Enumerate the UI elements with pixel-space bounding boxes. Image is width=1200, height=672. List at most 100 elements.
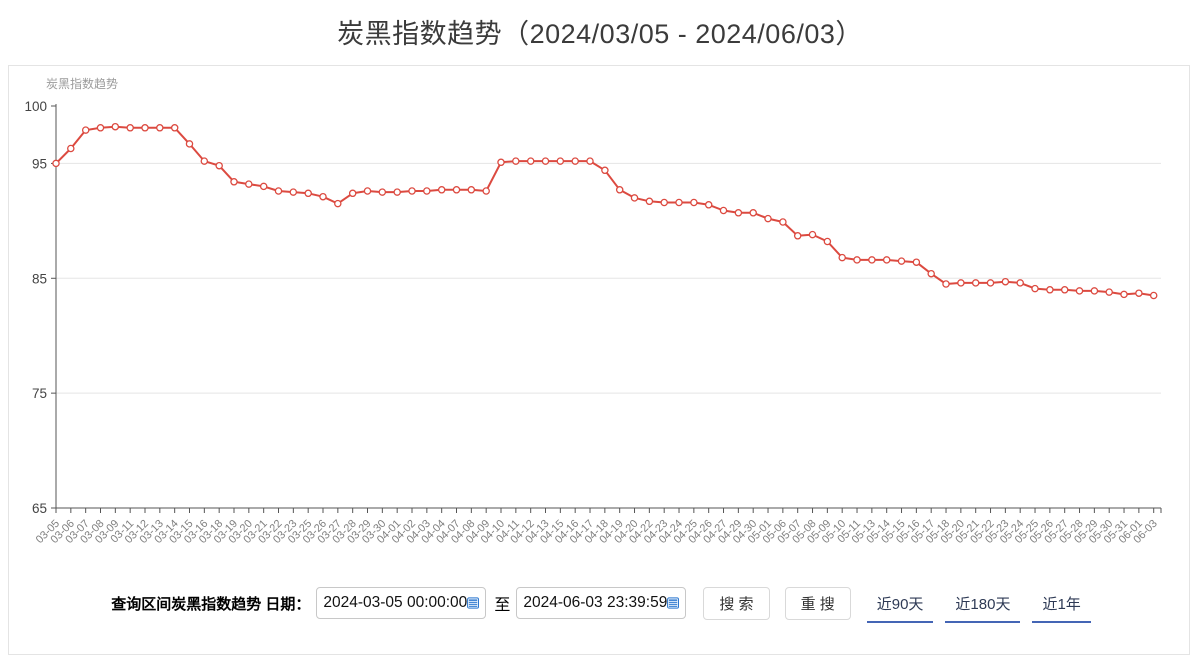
data-point[interactable] — [853, 256, 861, 264]
data-point[interactable] — [838, 253, 846, 262]
query-form: 查询区间炭黑指数趋势 日期： 2024-03-05 00:00:00 至 202… — [9, 583, 1189, 623]
range-link-90d[interactable]: 近90天 — [866, 593, 934, 623]
data-point[interactable] — [764, 214, 772, 223]
end-date-input[interactable]: 2024-06-03 23:39:59 — [516, 587, 687, 619]
data-point[interactable] — [363, 187, 372, 195]
data-point[interactable] — [526, 157, 535, 165]
data-point[interactable] — [1105, 288, 1113, 296]
data-point[interactable] — [704, 201, 713, 209]
trend-chart: 炭黑指数趋势6575859510003-0503-0603-0703-0803-… — [24, 76, 1162, 546]
data-point[interactable] — [52, 159, 60, 168]
data-point[interactable] — [111, 122, 120, 131]
data-point[interactable] — [601, 166, 609, 175]
data-point[interactable] — [378, 188, 387, 196]
data-point[interactable] — [675, 198, 683, 207]
svg-text:65: 65 — [32, 501, 47, 516]
data-point[interactable] — [1001, 277, 1010, 286]
data-point[interactable] — [942, 280, 950, 288]
data-point[interactable] — [690, 198, 698, 207]
data-point[interactable] — [96, 124, 105, 132]
data-point[interactable] — [1075, 287, 1084, 295]
data-point[interactable] — [912, 258, 921, 266]
data-point[interactable] — [467, 186, 476, 194]
data-point[interactable] — [67, 144, 75, 153]
data-point[interactable] — [512, 157, 520, 165]
data-point[interactable] — [1120, 290, 1128, 299]
data-point[interactable] — [497, 158, 505, 167]
data-point[interactable] — [81, 126, 90, 134]
data-point[interactable] — [304, 189, 312, 198]
end-date-value: 2024-06-03 23:39:59 — [523, 594, 668, 611]
start-date-input[interactable]: 2024-03-05 00:00:00 — [316, 587, 487, 619]
data-point[interactable] — [393, 188, 401, 196]
svg-text:85: 85 — [32, 271, 47, 286]
data-point[interactable] — [957, 279, 965, 287]
data-point[interactable] — [749, 209, 757, 217]
data-point[interactable] — [452, 186, 461, 194]
data-point[interactable] — [274, 187, 283, 195]
data-point[interactable] — [734, 209, 743, 217]
data-point[interactable] — [170, 124, 179, 132]
start-date-value: 2024-03-05 00:00:00 — [323, 594, 468, 611]
data-point[interactable] — [482, 187, 490, 195]
data-point[interactable] — [245, 180, 253, 188]
svg-text:100: 100 — [24, 99, 47, 114]
data-point[interactable] — [971, 279, 980, 287]
data-point[interactable] — [556, 157, 565, 165]
data-point[interactable] — [185, 140, 194, 148]
data-point[interactable] — [660, 198, 668, 207]
data-point[interactable] — [586, 157, 594, 165]
calendar-icon[interactable] — [467, 595, 480, 611]
data-point[interactable] — [615, 186, 624, 194]
data-point[interactable] — [882, 256, 891, 264]
data-point[interactable] — [1060, 286, 1069, 294]
research-button[interactable]: 重 搜 — [784, 586, 851, 620]
data-point[interactable] — [986, 279, 995, 287]
data-point[interactable] — [541, 157, 550, 165]
svg-text:75: 75 — [32, 386, 47, 401]
data-point[interactable] — [823, 237, 832, 246]
query-label: 查询区间炭黑指数趋势 日期： — [111, 595, 311, 613]
data-point[interactable] — [200, 157, 209, 165]
data-point[interactable] — [571, 157, 579, 165]
to-separator: 至 — [494, 597, 511, 614]
data-point[interactable] — [719, 206, 728, 215]
svg-text:95: 95 — [32, 156, 47, 171]
data-point[interactable] — [1135, 289, 1143, 297]
data-point[interactable] — [779, 218, 787, 226]
data-point[interactable] — [897, 257, 906, 265]
data-point[interactable] — [289, 188, 298, 196]
data-point[interactable] — [259, 182, 268, 191]
chart-panel: 炭黑指数趋势 65 75 85 95 100 03-05 03-06 03-07 03-08 03-… — [8, 65, 1190, 655]
search-button[interactable]: 搜 索 — [703, 586, 770, 620]
data-point[interactable] — [630, 194, 639, 202]
svg-text:炭黑指数趋势: 炭黑指数趋势 — [46, 76, 118, 91]
data-point[interactable] — [793, 232, 802, 240]
data-point[interactable] — [423, 187, 431, 195]
data-point[interactable] — [1090, 287, 1099, 295]
data-point[interactable] — [408, 187, 416, 195]
data-point[interactable] — [808, 230, 817, 239]
data-point[interactable] — [437, 186, 446, 194]
data-point[interactable] — [1046, 286, 1054, 294]
calendar-icon[interactable] — [667, 595, 680, 611]
data-point[interactable] — [141, 124, 149, 132]
data-point[interactable] — [334, 199, 342, 208]
range-link-1y[interactable]: 近1年 — [1032, 593, 1092, 623]
data-point[interactable] — [868, 256, 876, 264]
data-point[interactable] — [1149, 291, 1158, 300]
data-point[interactable] — [348, 189, 357, 198]
data-point[interactable] — [126, 124, 134, 132]
data-point[interactable] — [927, 269, 935, 278]
data-point[interactable] — [1031, 284, 1039, 293]
trend-line — [55, 125, 1154, 297]
page-title: 炭黑指数趋势（2024/03/05 - 2024/06/03） — [337, 19, 863, 49]
data-point[interactable] — [1016, 279, 1024, 287]
data-point[interactable] — [156, 124, 164, 132]
data-point[interactable] — [645, 197, 654, 206]
data-point[interactable] — [215, 161, 223, 170]
data-point[interactable] — [319, 192, 327, 201]
data-point[interactable] — [230, 178, 238, 186]
range-link-180d[interactable]: 近180天 — [945, 593, 1021, 623]
